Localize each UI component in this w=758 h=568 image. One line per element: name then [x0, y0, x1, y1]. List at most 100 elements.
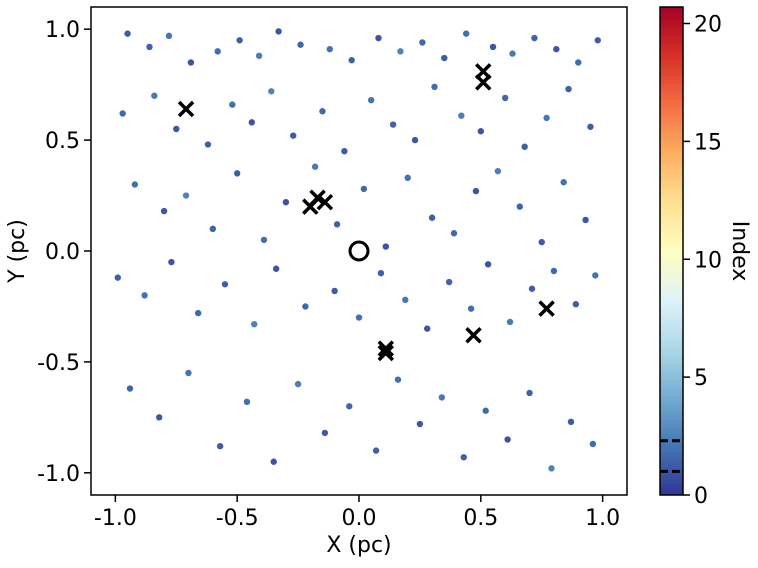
point: [372, 447, 380, 454]
point: [494, 167, 502, 175]
point: [528, 285, 536, 292]
point: [419, 39, 426, 46]
point: [567, 418, 575, 425]
point: [543, 114, 550, 122]
point: [489, 43, 497, 51]
colorbar-tick-label: 0: [694, 484, 708, 509]
point: [251, 321, 258, 328]
point: [297, 41, 304, 48]
colorbar-label: Index: [727, 221, 752, 282]
point: [501, 94, 509, 102]
point: [477, 128, 485, 135]
x-tick-label: -0.5: [216, 506, 259, 531]
x-axis-label: X (pc): [326, 533, 391, 558]
point: [160, 207, 168, 215]
point: [594, 37, 601, 44]
point: [333, 221, 341, 228]
point: [346, 403, 353, 410]
point: [382, 243, 389, 250]
point: [484, 261, 492, 268]
point: [526, 389, 533, 397]
point: [411, 136, 419, 144]
point: [402, 296, 409, 303]
point: [168, 258, 175, 266]
point: [463, 30, 470, 37]
point: [282, 199, 290, 206]
point: [397, 48, 404, 55]
point: [516, 203, 523, 210]
point: [341, 147, 348, 155]
point: [268, 88, 275, 95]
y-axis-label: Y (pc): [5, 219, 30, 284]
point: [270, 458, 277, 465]
y-tick-label: 0.0: [45, 240, 80, 265]
cross-marker: [377, 340, 395, 357]
point: [131, 181, 139, 188]
point: [236, 37, 243, 44]
point: [214, 48, 221, 55]
point: [367, 96, 375, 104]
point: [521, 143, 528, 150]
point: [260, 236, 268, 244]
point: [394, 376, 402, 383]
circle-marker: [348, 240, 370, 262]
y-tick-label: 1.0: [45, 18, 80, 43]
point: [589, 440, 597, 448]
point: [114, 274, 122, 281]
point: [146, 43, 153, 51]
point: [565, 85, 572, 93]
point: [355, 314, 363, 321]
point: [331, 287, 338, 295]
point: [404, 174, 411, 181]
point: [416, 420, 424, 428]
point: [506, 318, 514, 326]
point: [156, 414, 163, 421]
cross-marker: [538, 300, 555, 317]
point: [290, 132, 297, 139]
x-tick-label: -1.0: [94, 506, 137, 531]
point: [458, 112, 465, 119]
y-tick-label: 0.5: [45, 129, 80, 154]
point: [438, 394, 446, 401]
y-tick-label: -1.0: [37, 462, 80, 487]
cross-marker: [177, 100, 195, 118]
x-tick-label: 0.0: [342, 506, 377, 531]
cross-marker: [316, 193, 334, 211]
point: [124, 30, 131, 37]
point: [248, 119, 255, 126]
cross-marker: [475, 74, 492, 91]
point: [182, 192, 190, 199]
point: [575, 59, 582, 66]
point: [348, 57, 355, 64]
point: [560, 179, 567, 186]
colorbar-tick-label: 20: [694, 13, 722, 38]
point: [272, 265, 280, 272]
cross-marker: [465, 327, 482, 344]
point: [550, 267, 558, 275]
point: [209, 225, 217, 233]
point: [587, 123, 594, 130]
point: [509, 50, 516, 57]
point: [319, 108, 326, 115]
point: [538, 238, 545, 246]
point: [141, 292, 148, 299]
point: [233, 170, 241, 177]
point: [472, 187, 480, 195]
point: [582, 216, 589, 224]
plot-frame: [90, 6, 628, 496]
point: [360, 185, 368, 193]
point: [572, 301, 580, 308]
point: [302, 303, 309, 310]
point: [255, 52, 263, 59]
point: [482, 407, 489, 414]
point: [151, 92, 158, 99]
point: [441, 54, 448, 62]
x-tick-label: 0.5: [463, 506, 498, 531]
point: [450, 230, 458, 237]
point: [389, 121, 397, 128]
point: [321, 429, 329, 437]
point: [377, 269, 385, 277]
point: [216, 443, 224, 450]
point: [119, 110, 126, 117]
